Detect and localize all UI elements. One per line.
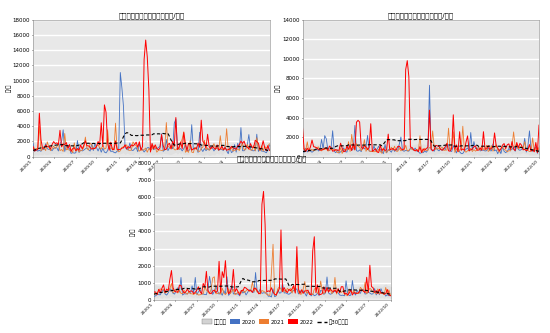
Title: 郑州红枣现货价格及基差（元/吨）: 郑州红枣现货价格及基差（元/吨） (118, 12, 184, 19)
Y-axis label: 元/吨: 元/吨 (6, 84, 12, 93)
Title: 沧州红枣现货价格及基差（元/吨）: 沧州红枣现货价格及基差（元/吨） (388, 12, 454, 19)
Y-axis label: 元/吨: 元/吨 (130, 227, 136, 236)
Y-axis label: 元/吨: 元/吨 (275, 84, 281, 93)
Legend: 历史均值, 2020, 2021, 2022, 近30日均线: 历史均值, 2020, 2021, 2022, 近30日均线 (200, 317, 350, 327)
Title: 库尔勒红枣现货价格及基差（元/吨）: 库尔勒红枣现货价格及基差（元/吨） (237, 156, 307, 162)
